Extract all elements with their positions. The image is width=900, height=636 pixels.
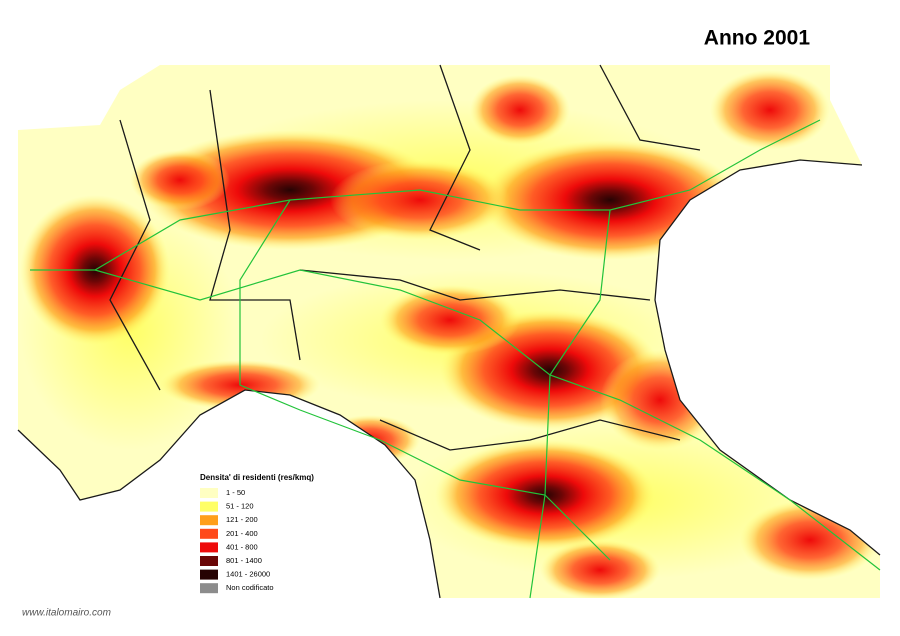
legend-label: Non codificato: [226, 583, 274, 592]
legend-swatch: [200, 501, 218, 512]
highways: [30, 119, 881, 599]
legend-label: 201 - 400: [226, 529, 258, 538]
legend-swatch: [200, 488, 218, 498]
legend-swatch: [200, 542, 218, 553]
legend-label: 121 - 200: [226, 515, 258, 524]
footer: www.italomairo.com: [22, 608, 111, 619]
borders: [17, 64, 881, 599]
legend-label: 1401 - 26000: [226, 570, 270, 579]
legend-swatch: [200, 515, 218, 526]
legend-label: 1 - 50: [226, 488, 245, 497]
title: Anno 2001: [704, 27, 811, 50]
map: [17, 64, 881, 599]
legend-swatch: [200, 569, 218, 580]
legend-label: 51 - 120: [226, 502, 254, 511]
legend-title: Densita' di residenti (res/kmq): [200, 473, 314, 482]
legend-swatch: [200, 583, 218, 594]
legend-swatch: [200, 528, 218, 539]
legend: Densita' di residenti (res/kmq) 1 - 50 51…: [200, 473, 314, 594]
legend-label: 801 - 1400: [226, 556, 262, 565]
legend-label: 401 - 800: [226, 542, 258, 551]
legend-swatch: [200, 556, 218, 566]
